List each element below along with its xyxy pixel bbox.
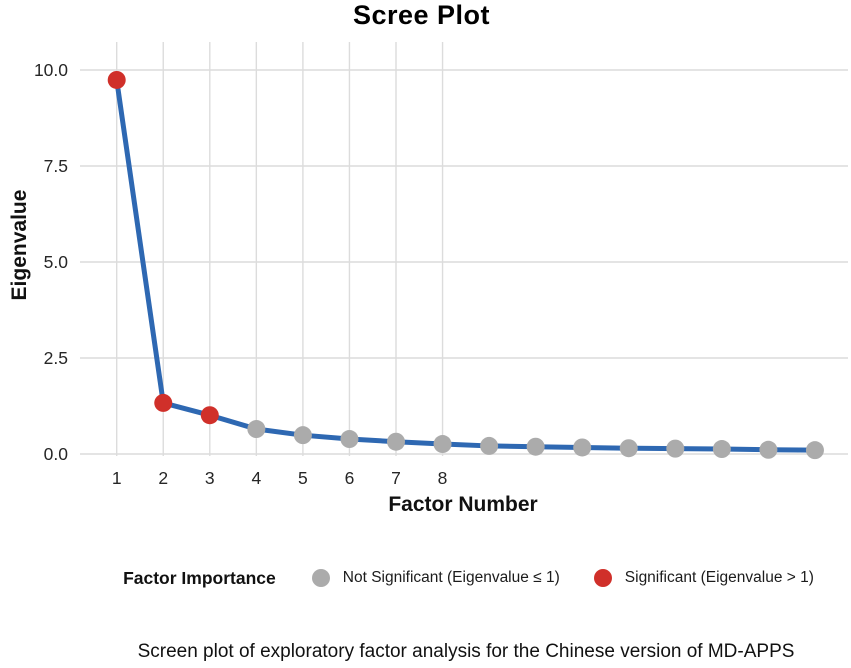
scree-plot-canvas: 0.0 2.5 5.0 7.5 10.0 1 2 3 4 5 6 7 8 (34, 42, 848, 488)
y-tick-label: 10.0 (34, 60, 68, 80)
y-tick-label: 5.0 (44, 252, 69, 272)
x-tick-label: 4 (251, 468, 261, 488)
chart-title: Scree Plot (352, 0, 491, 30)
x-tick-label: 1 (112, 468, 122, 488)
data-point (293, 426, 312, 445)
not-significant-dot-icon (311, 569, 330, 587)
scree-line (114, 77, 818, 453)
y-tick-label: 0.0 (44, 444, 69, 464)
legend-label-not-significant: Not Significant (Eigenvalue ≤ 1) (342, 569, 560, 586)
data-point-significant (200, 406, 219, 425)
data-point (619, 439, 638, 458)
significant-dot-icon (593, 569, 612, 587)
x-tick-label: 2 (158, 468, 168, 488)
data-point (526, 437, 545, 456)
data-point (247, 420, 266, 439)
figure-caption: Screen plot of exploratory factor analys… (137, 641, 795, 662)
x-tick-label: 7 (391, 468, 401, 488)
x-tick-label: 8 (438, 468, 448, 488)
x-tick-label: 3 (205, 468, 215, 488)
y-axis-title: Eigenvalue (8, 189, 31, 301)
legend: Factor Importance Not Significant (Eigen… (86, 564, 851, 592)
legend-title: Factor Importance (123, 567, 276, 588)
x-axis-title: Factor Number (388, 493, 538, 516)
data-point (480, 436, 499, 455)
data-point (573, 438, 592, 457)
data-point (666, 439, 685, 458)
data-point-significant (154, 393, 173, 412)
y-tick-label: 2.5 (44, 348, 68, 368)
data-point (759, 440, 778, 459)
x-tick-label: 6 (345, 468, 355, 488)
y-tick-label: 7.5 (44, 156, 68, 176)
x-tick-label: 5 (298, 468, 308, 488)
legend-item-significant: Significant (Eigenvalue > 1) (593, 569, 814, 587)
legend-item-not-significant: Not Significant (Eigenvalue ≤ 1) (311, 569, 560, 587)
data-point (433, 435, 452, 454)
data-point-significant (107, 70, 126, 89)
data-point (340, 430, 359, 449)
data-point (712, 440, 731, 459)
data-point (387, 432, 405, 451)
data-point (805, 441, 824, 460)
legend-label-significant: Significant (Eigenvalue > 1) (624, 569, 814, 586)
